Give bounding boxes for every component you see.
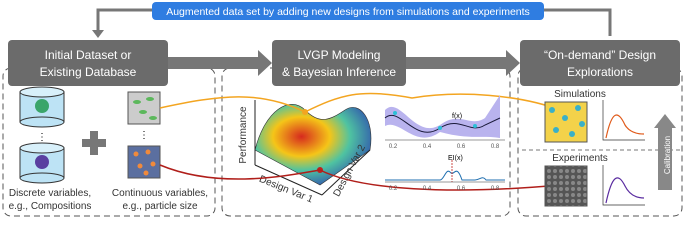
stage-box <box>8 40 168 86</box>
tick-label: 0.4 <box>423 144 432 150</box>
stage-title: Existing Database <box>40 65 137 79</box>
panel <box>2 67 216 217</box>
plus-icon <box>82 131 106 155</box>
axis <box>254 164 323 196</box>
tick-label: 0.2 <box>389 144 398 150</box>
tick-label: 0.6 <box>457 144 466 150</box>
stage-title: “On-demand” Design <box>544 48 656 62</box>
input-label: e.g., particle size <box>122 201 197 212</box>
svg-text:⋮: ⋮ <box>37 132 47 143</box>
stage-arrow <box>406 50 520 76</box>
tick-label: 0.8 <box>491 144 500 150</box>
calibration-arrow <box>654 114 676 190</box>
input-label: Discrete variables, <box>9 188 91 199</box>
banner <box>152 2 544 20</box>
svg-text:⋮: ⋮ <box>139 130 149 141</box>
calibration-label: Calibration <box>663 136 672 174</box>
output-label: Simulations <box>554 89 606 100</box>
input-label: e.g., Compositions <box>9 201 92 212</box>
surface <box>254 104 372 186</box>
stage-title: LVGP Modeling <box>298 48 381 62</box>
connector <box>159 164 561 191</box>
axis-label: Performance <box>238 106 249 164</box>
ei-curve <box>385 170 505 181</box>
tick-label: 0.8 <box>491 186 500 192</box>
banner-text: Augmented data set by adding new designs… <box>166 6 530 18</box>
diagram: Augmented data set by adding new designs… <box>2 2 683 217</box>
input-label: Continuous variables, <box>112 188 208 199</box>
connector <box>159 92 561 113</box>
axis <box>321 149 371 196</box>
stage-box <box>272 40 406 86</box>
experiment-image <box>544 165 588 207</box>
stage-title: & Bayesian Inference <box>282 65 396 79</box>
stage-box <box>520 40 680 86</box>
tick-label: 0.6 <box>457 186 466 192</box>
response-curve <box>605 177 645 204</box>
response-curve <box>605 114 645 139</box>
stage-title: Explorations <box>567 65 633 79</box>
stage-title: Initial Dataset or <box>45 48 132 62</box>
particle-icon: ⋮ <box>127 91 161 179</box>
tick-label: 0.4 <box>423 186 432 192</box>
database-icon: ⋮ <box>19 86 65 184</box>
output-label: Experiments <box>552 153 608 164</box>
stage-arrow <box>168 50 272 76</box>
loop-arrow <box>92 30 104 38</box>
plot-title: EI(x) <box>448 155 463 162</box>
tick-label: 0.2 <box>389 186 398 192</box>
confidence-band <box>385 95 500 138</box>
plot-title: f(x) <box>452 113 462 120</box>
